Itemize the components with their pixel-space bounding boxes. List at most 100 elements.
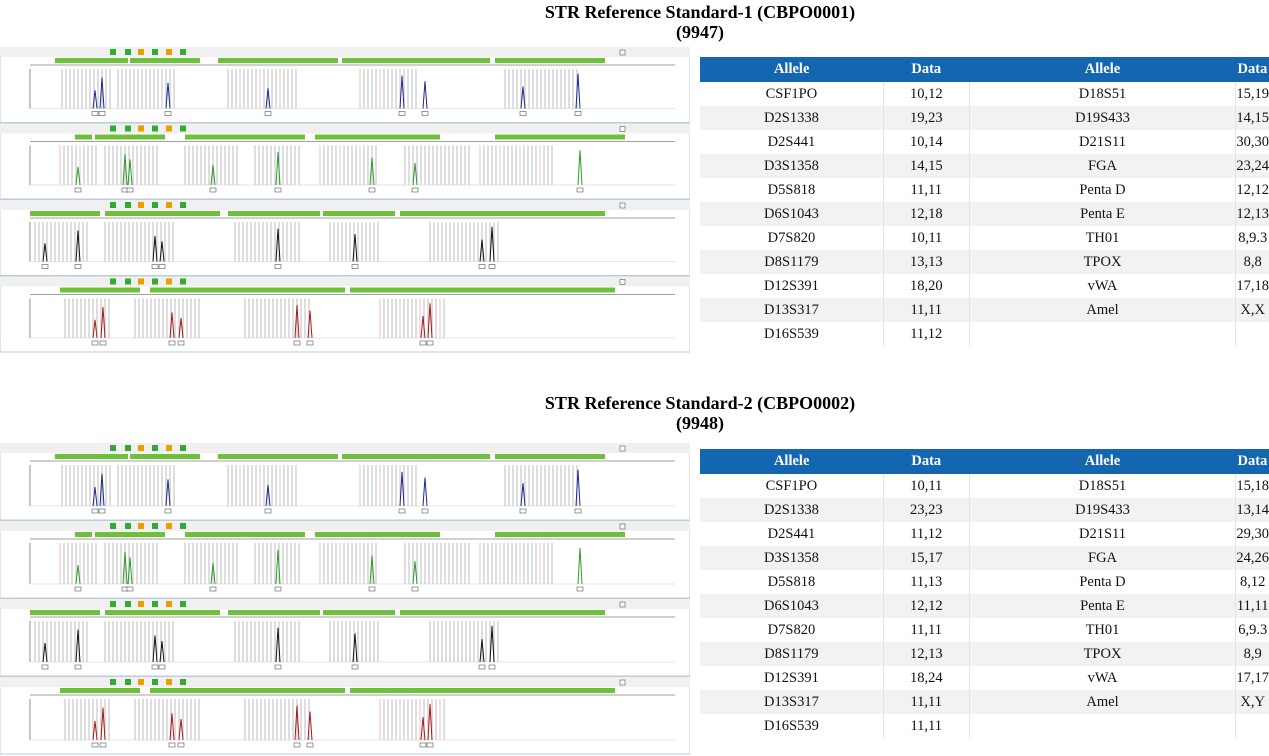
allele-label	[398, 111, 406, 116]
allele-label	[274, 586, 282, 592]
table-row: D12S391 18,24 vWA 17,17	[700, 666, 1269, 690]
data-cell: 18,20	[882, 274, 970, 298]
data-cell: 10,11	[882, 226, 970, 250]
peak	[294, 705, 300, 741]
peak	[178, 317, 184, 339]
peak	[210, 164, 216, 186]
allele-label	[426, 742, 434, 748]
toolbar-icon	[125, 278, 131, 285]
peak	[307, 711, 313, 741]
toolbar-icon	[152, 601, 158, 607]
peak	[122, 153, 128, 186]
peak	[159, 241, 165, 262]
toolbar-icon	[138, 523, 144, 529]
checkbox	[619, 601, 626, 608]
data-cell: 12,12	[882, 594, 970, 618]
allele-cell: D5S818	[767, 573, 816, 590]
locus-bar	[105, 610, 220, 615]
locus-bar	[185, 134, 305, 140]
toolbar-icon	[125, 202, 131, 208]
toolbar-icon	[125, 125, 131, 132]
allele-cell	[968, 714, 1236, 738]
table-row: D16S539 11,12	[700, 322, 1269, 346]
allele-label	[421, 111, 429, 116]
peak	[127, 159, 133, 186]
data-cell: 10,11	[882, 474, 970, 498]
allele-cell: CSF1PO	[765, 85, 818, 102]
peak	[152, 235, 158, 262]
locus-bar	[218, 58, 338, 63]
table-row: D3S1358 14,15 FGA 23,24	[700, 154, 1269, 178]
table-row: D8S1179 13,13 TPOX 8,8	[700, 250, 1269, 274]
table-row: D16S539 11,11	[700, 714, 1269, 738]
title-line1: STR Reference Standard-1 (CBPO0001)	[544, 2, 856, 22]
peak	[275, 152, 281, 186]
data-cell	[1235, 714, 1269, 738]
locus-bar	[95, 532, 165, 537]
allele-label	[209, 586, 217, 592]
locus-bar	[75, 532, 92, 537]
locus-bar	[130, 454, 200, 459]
electropherogram-standard-2	[0, 443, 690, 755]
allele-cell: vWA	[968, 274, 1236, 298]
allele-cell: D16S539	[764, 325, 819, 342]
table-row: D3S1358 15,17 FGA 24,26	[700, 546, 1269, 570]
peak	[178, 719, 184, 741]
toolbar-icon	[166, 523, 172, 529]
allele-label	[151, 264, 159, 269]
peak	[352, 234, 358, 262]
allele-cell: FGA	[968, 546, 1236, 570]
allele-label	[177, 340, 185, 346]
data-cell: 11,11	[882, 618, 970, 642]
table-row: CSF1PO 10,11 D18S51 15,18	[700, 474, 1269, 498]
toolbar-icon	[110, 49, 116, 55]
peak	[275, 627, 281, 663]
data-cell: 14,15	[1235, 106, 1269, 130]
toolbar-icon	[180, 445, 186, 451]
locus-bar	[495, 454, 605, 459]
allele-cell: D6S1043	[700, 202, 884, 226]
peak	[122, 551, 128, 585]
allele-cell: Penta E	[968, 594, 1236, 618]
allele-label	[293, 340, 301, 346]
locus-bar	[130, 58, 200, 63]
allele-label	[478, 664, 486, 670]
allele-cell: D6S1043	[700, 594, 884, 618]
toolbar-icon	[138, 679, 144, 685]
standard-2-title: STR Reference Standard-2 (CBPO0002) (994…	[350, 393, 1050, 433]
locus-bar	[350, 287, 615, 293]
allele-label	[368, 187, 376, 193]
allele-label	[398, 508, 406, 514]
allele-label	[74, 264, 82, 269]
locus-bar	[55, 58, 128, 63]
allele-label	[351, 264, 359, 269]
locus-bar	[350, 688, 615, 693]
data-cell: 11,11	[882, 690, 970, 714]
data-cell: 24,26	[1235, 546, 1269, 570]
dye-channel	[0, 123, 690, 200]
channel-toolbar	[0, 200, 690, 210]
toolbar-icon	[125, 601, 131, 607]
toolbar-icon	[166, 49, 172, 55]
allele-cell: FGA	[968, 154, 1236, 178]
allele-cell: D12S391	[764, 277, 819, 294]
channel-toolbar	[0, 123, 690, 134]
allele-cell: D19S433	[968, 106, 1236, 130]
data-cell: 11,11	[1235, 594, 1269, 618]
allele-label	[488, 664, 496, 670]
allele-cell: D8S1179	[700, 642, 884, 666]
toolbar-icon	[180, 278, 186, 285]
data-cell: 11,11	[882, 178, 970, 202]
table-row: D2S441 10,14 D21S11 30,30	[700, 130, 1269, 154]
allele-label	[264, 111, 272, 116]
allele-label	[411, 187, 419, 193]
data-cell: 12,18	[882, 202, 970, 226]
table-row: D2S441 11,12 D21S11 29,30	[700, 522, 1269, 546]
channel-toolbar	[0, 521, 690, 531]
data-cell: 6,9.3	[1235, 618, 1269, 642]
allele-cell: D2S441	[767, 133, 816, 150]
peak	[75, 166, 81, 186]
toolbar-icon	[125, 523, 131, 529]
toolbar-icon	[166, 278, 172, 285]
table-row: D6S1043 12,12 Penta E 11,11	[700, 594, 1269, 618]
